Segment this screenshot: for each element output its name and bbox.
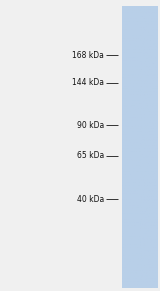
Text: 65 kDa: 65 kDa — [77, 151, 104, 160]
Bar — [122, 134, 157, 139]
Text: 40 kDa: 40 kDa — [77, 195, 104, 204]
Text: 144 kDa: 144 kDa — [72, 79, 104, 87]
Bar — [122, 88, 157, 95]
Text: 168 kDa: 168 kDa — [72, 51, 104, 60]
Bar — [122, 6, 157, 288]
Text: 90 kDa: 90 kDa — [77, 121, 104, 129]
